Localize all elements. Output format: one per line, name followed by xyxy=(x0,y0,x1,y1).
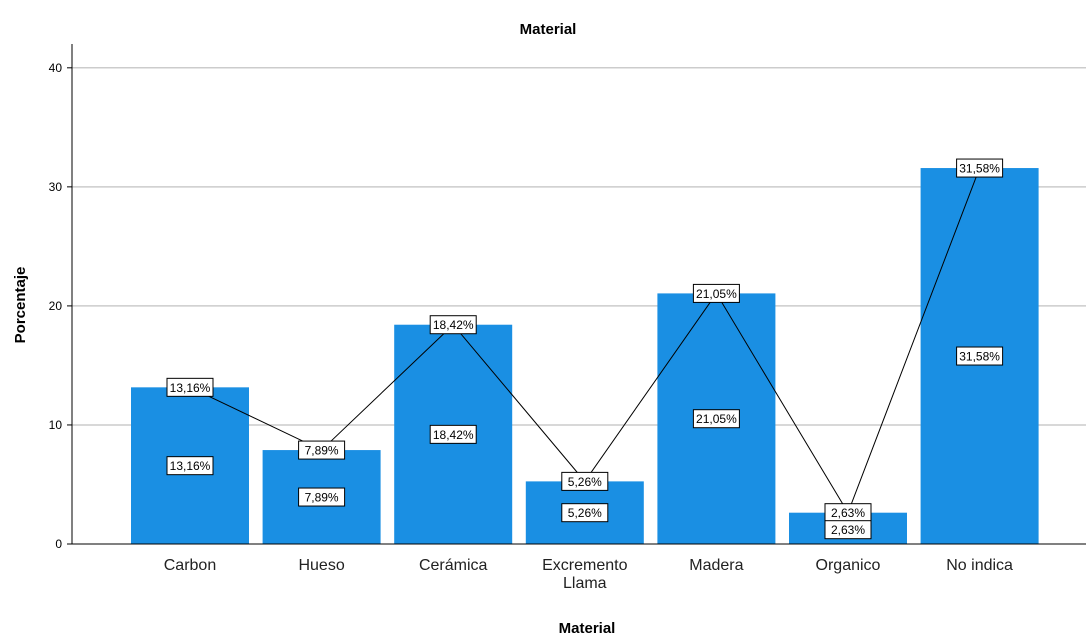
chart-title: Material xyxy=(520,21,577,38)
data-label: 2,63% xyxy=(824,520,872,540)
data-label: 21,05% xyxy=(692,283,740,303)
x-tick-label: Llama xyxy=(563,575,607,592)
data-label-box xyxy=(692,409,740,429)
data-label: 5,26% xyxy=(561,471,609,491)
data-label: 13,16% xyxy=(166,456,214,476)
data-label-text: 5,26% xyxy=(568,475,602,489)
y-tick-label: 20 xyxy=(49,299,63,313)
data-label-box xyxy=(166,456,214,476)
data-label-text: 21,05% xyxy=(696,412,737,426)
data-label: 13,16% xyxy=(166,377,214,397)
data-label-text: 7,89% xyxy=(305,491,339,505)
x-axis-title: Material xyxy=(559,620,616,635)
data-label-box xyxy=(429,424,477,444)
data-label-box xyxy=(298,487,346,507)
x-tick-label: Madera xyxy=(689,557,743,574)
grid-lines xyxy=(72,67,1086,426)
data-label-text: 21,05% xyxy=(696,287,737,301)
x-tick-label: Organico xyxy=(816,557,881,574)
data-label-box xyxy=(166,377,214,397)
data-label-box xyxy=(298,440,346,460)
data-label: 2,63% xyxy=(824,503,872,523)
data-label-box xyxy=(824,520,872,540)
data-label: 21,05% xyxy=(692,409,740,429)
data-label-text: 5,26% xyxy=(568,506,602,520)
y-tick-label: 30 xyxy=(49,180,63,194)
y-axis: 0 10 20 30 40 xyxy=(49,44,73,551)
x-tick-label: Excremento xyxy=(542,557,627,574)
data-label-text: 31,58% xyxy=(959,162,1000,176)
data-label: 31,58% xyxy=(956,158,1004,178)
y-tick-label: 10 xyxy=(49,418,63,432)
data-label-text: 18,42% xyxy=(433,428,474,442)
data-label-box xyxy=(956,158,1004,178)
data-label-text: 7,89% xyxy=(305,444,339,458)
y-axis-title: Porcentaje xyxy=(12,267,29,344)
x-tick-label: Carbon xyxy=(164,557,216,574)
data-label-box xyxy=(956,346,1004,366)
data-label-box xyxy=(692,283,740,303)
data-label: 18,42% xyxy=(429,424,477,444)
x-tick-label: No indica xyxy=(946,557,1013,574)
data-label-text: 31,58% xyxy=(959,350,1000,364)
y-tick-label: 0 xyxy=(55,537,62,551)
data-label-text: 18,42% xyxy=(433,318,474,332)
data-label: 7,89% xyxy=(298,487,346,507)
data-label: 7,89% xyxy=(298,440,346,460)
x-tick-label: Hueso xyxy=(298,557,344,574)
data-label-box xyxy=(561,471,609,491)
data-label-text: 13,16% xyxy=(170,381,211,395)
data-label: 31,58% xyxy=(956,346,1004,366)
y-tick-label: 40 xyxy=(49,61,63,75)
data-label-box xyxy=(561,503,609,523)
data-label: 5,26% xyxy=(561,503,609,523)
data-label-text: 2,63% xyxy=(831,506,865,520)
data-label-box xyxy=(429,315,477,335)
data-label-text: 13,16% xyxy=(170,459,211,473)
data-labels: 13,16% 13,16% 7,89% 7,89% 18,42% 18,42% 5,26% 5… xyxy=(166,158,1004,540)
data-label-text: 2,63% xyxy=(831,523,865,537)
data-label: 18,42% xyxy=(429,315,477,335)
x-tick-label: Cerámica xyxy=(419,557,488,574)
